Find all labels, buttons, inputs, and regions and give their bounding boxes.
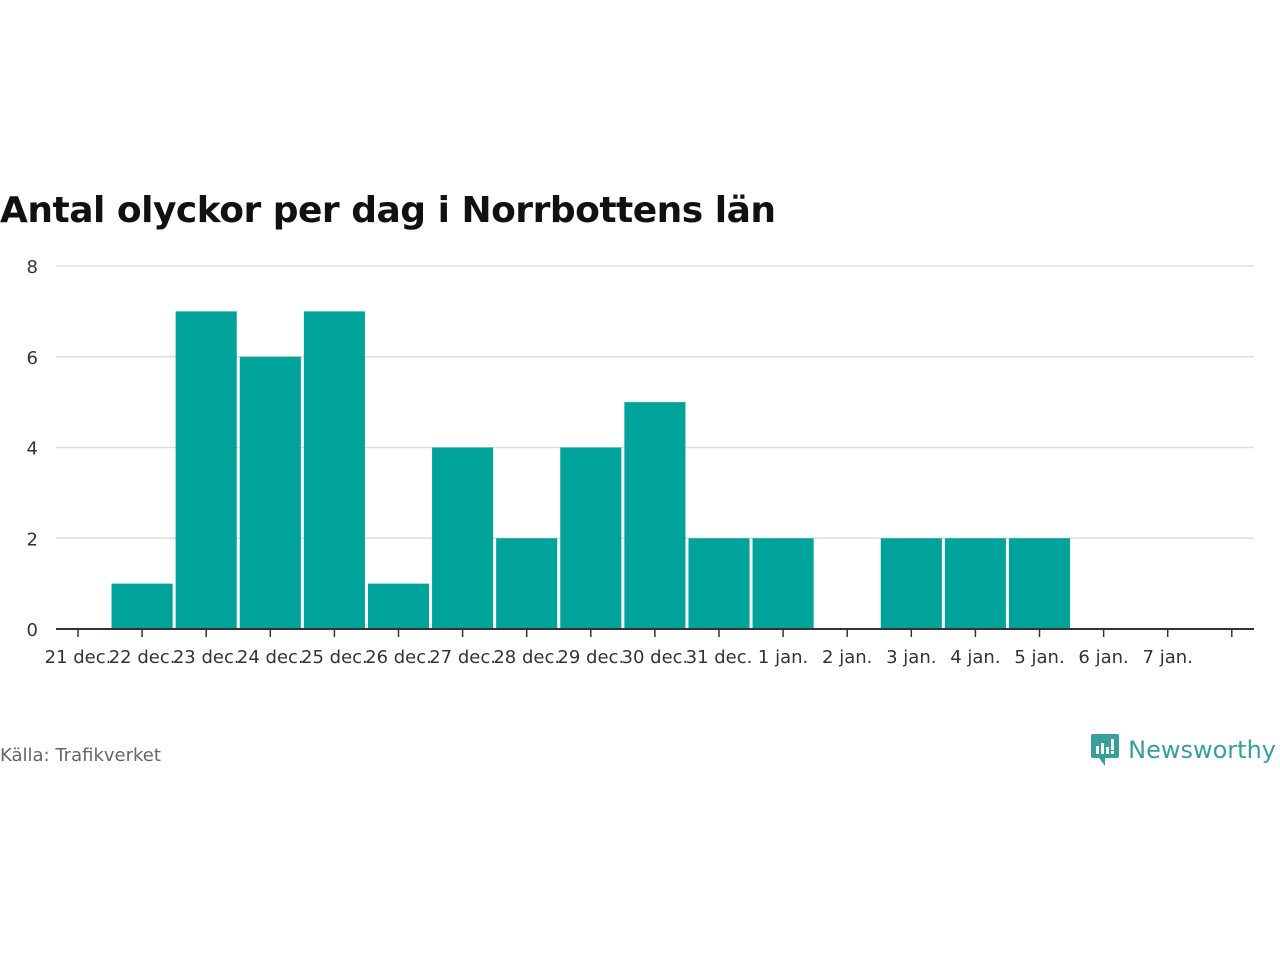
bar-27 dec. bbox=[432, 447, 494, 629]
y-axis-ticks: 0 2 4 6 8 bbox=[27, 257, 38, 641]
chart-title: Antal olyckor per dag i Norrbottens län bbox=[0, 190, 776, 231]
bars bbox=[111, 311, 1071, 629]
x-tick-label: 3 jan. bbox=[886, 647, 936, 668]
y-tick-label: 0 bbox=[27, 620, 38, 641]
x-tick-label: 29 dec. bbox=[557, 647, 624, 668]
brand: Newsworthy bbox=[1090, 733, 1276, 767]
bar-26 dec. bbox=[367, 583, 430, 629]
x-tick-label: 22 dec. bbox=[109, 647, 176, 668]
y-tick-label: 8 bbox=[27, 257, 38, 278]
x-tick-label: 31 dec. bbox=[686, 647, 753, 668]
bar-4 jan. bbox=[944, 538, 1006, 629]
x-tick-label: 26 dec. bbox=[365, 647, 432, 668]
bar-23 dec. bbox=[175, 311, 237, 629]
x-tick-label: 23 dec. bbox=[173, 647, 240, 668]
brand-name: Newsworthy bbox=[1128, 736, 1276, 764]
bar-30 dec. bbox=[624, 402, 686, 629]
x-tick-label: 24 dec. bbox=[237, 647, 304, 668]
bar-1 jan. bbox=[752, 538, 814, 629]
y-tick-label: 6 bbox=[27, 348, 38, 369]
bar-28 dec. bbox=[496, 538, 558, 629]
x-tick-label: 7 jan. bbox=[1143, 647, 1193, 668]
bar-5 jan. bbox=[1008, 538, 1071, 629]
bar-31 dec. bbox=[688, 538, 750, 629]
bar-29 dec. bbox=[560, 447, 622, 629]
y-tick-label: 2 bbox=[27, 529, 38, 550]
x-tick-label: 28 dec. bbox=[493, 647, 560, 668]
bar-22 dec. bbox=[111, 583, 173, 629]
x-tick-label: 6 jan. bbox=[1078, 647, 1128, 668]
bar-24 dec. bbox=[239, 356, 301, 629]
bar-3 jan. bbox=[880, 538, 942, 629]
bar-chart: 0 2 4 6 8 21 dec.22 dec.23 dec.24 dec.25 dec… bbox=[27, 257, 1254, 668]
x-tick-label: 25 dec. bbox=[301, 647, 368, 668]
x-tick-label: 27 dec. bbox=[429, 647, 496, 668]
source-note: Källa: Trafikverket bbox=[0, 745, 161, 766]
x-tick-label: 4 jan. bbox=[950, 647, 1000, 668]
x-tick-label: 1 jan. bbox=[758, 647, 808, 668]
x-tick-label: 5 jan. bbox=[1014, 647, 1064, 668]
newsworthy-logo-icon bbox=[1091, 734, 1120, 766]
x-axis-ticks: 21 dec.22 dec.23 dec.24 dec.25 dec.26 de… bbox=[45, 629, 1233, 668]
y-tick-label: 4 bbox=[27, 439, 38, 460]
bar-25 dec. bbox=[303, 311, 365, 629]
x-tick-label: 2 jan. bbox=[822, 647, 872, 668]
x-tick-label: 30 dec. bbox=[622, 647, 689, 668]
x-tick-label: 21 dec. bbox=[45, 647, 112, 668]
